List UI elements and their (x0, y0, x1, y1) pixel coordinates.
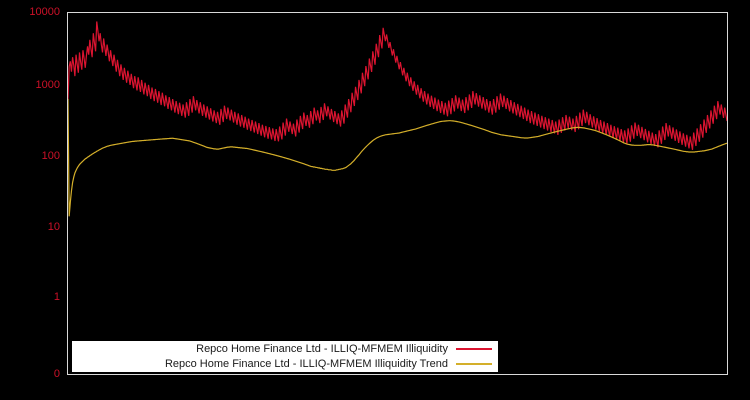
legend-swatch-illiquidity (456, 348, 492, 350)
chart-canvas (68, 13, 727, 374)
legend-entry-illiquidity-trend: Repco Home Finance Ltd - ILLIQ-MFMEM Ill… (72, 356, 498, 371)
illiquidity-line (68, 21, 727, 149)
y-tick-label-1000: 1000 (8, 80, 60, 91)
y-tick-label-1: 1 (8, 292, 60, 303)
y-tick-label-10: 10 (8, 222, 60, 233)
illiquidity-trend-line (68, 99, 727, 216)
y-tick-label-10000: 10000 (8, 7, 60, 18)
legend-label-illiquidity-trend: Repco Home Finance Ltd - ILLIQ-MFMEM Ill… (165, 358, 448, 370)
plot-area-frame (67, 12, 728, 375)
legend-label-illiquidity: Repco Home Finance Ltd - ILLIQ-MFMEM Ill… (196, 343, 448, 355)
legend-entry-illiquidity: Repco Home Finance Ltd - ILLIQ-MFMEM Ill… (72, 341, 498, 356)
legend-swatch-illiquidity-trend (456, 363, 492, 365)
y-tick-label-100: 100 (8, 151, 60, 162)
chart-screenshot: 1000010001001010 Repco Home Finance Ltd … (0, 0, 750, 400)
chart-legend: Repco Home Finance Ltd - ILLIQ-MFMEM Ill… (72, 341, 498, 372)
y-tick-label-0: 0 (8, 369, 60, 380)
